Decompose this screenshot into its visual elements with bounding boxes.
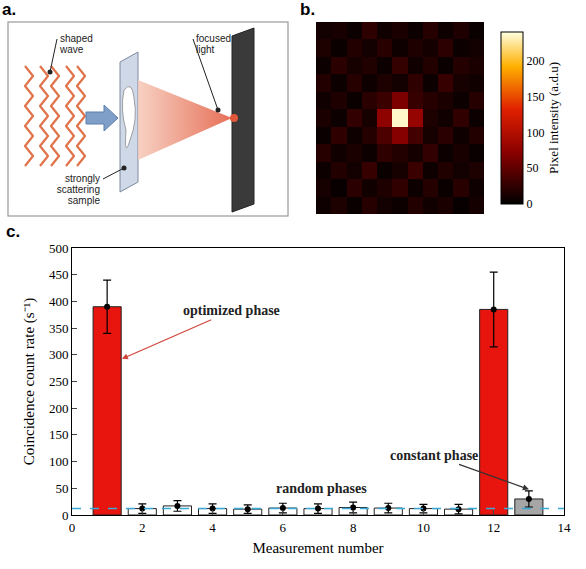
html-text:b.: b.	[300, 0, 316, 19]
svg-text:150: 150	[526, 90, 544, 104]
svg-text:2: 2	[139, 520, 146, 535]
svg-text:shapedwave: shapedwave	[59, 33, 93, 55]
svg-text:0: 0	[69, 520, 76, 535]
svg-text:Measurement number: Measurement number	[252, 540, 383, 556]
svg-text:Pixel intensity (a.d.u): Pixel intensity (a.d.u)	[546, 62, 561, 174]
svg-text:random phases: random phases	[276, 481, 367, 496]
svg-text:250: 250	[49, 374, 69, 389]
svg-text:0: 0	[526, 197, 532, 211]
svg-text:400: 400	[49, 294, 69, 309]
svg-text:450: 450	[49, 267, 69, 282]
svg-text:10: 10	[417, 520, 430, 535]
svg-text:350: 350	[49, 321, 69, 336]
svg-text:constant phase: constant phase	[390, 448, 478, 463]
svg-text:optimized phase: optimized phase	[183, 303, 280, 318]
svg-text:focusedlight: focusedlight	[196, 33, 231, 55]
svg-text:stronglyscatteringsample: stronglyscatteringsample	[57, 173, 101, 206]
svg-text:50: 50	[55, 481, 68, 496]
svg-text:200: 200	[49, 401, 69, 416]
svg-text:50: 50	[526, 161, 538, 175]
svg-text:300: 300	[49, 347, 69, 362]
html-text:a.: a.	[2, 0, 17, 19]
svg-text:12: 12	[487, 520, 500, 535]
svg-text:14: 14	[558, 520, 572, 535]
html-text:c.: c.	[6, 222, 21, 241]
svg-text:500: 500	[49, 241, 69, 256]
svg-text:0: 0	[62, 508, 69, 523]
svg-text:100: 100	[526, 126, 544, 140]
svg-text:8: 8	[350, 520, 357, 535]
svg-text:Coincidence count rate (s⁻¹): Coincidence count rate (s⁻¹)	[21, 298, 38, 465]
svg-text:200: 200	[526, 54, 544, 68]
svg-text:100: 100	[49, 454, 69, 469]
svg-text:150: 150	[49, 427, 69, 442]
svg-text:6: 6	[280, 520, 287, 535]
svg-text:4: 4	[209, 520, 216, 535]
